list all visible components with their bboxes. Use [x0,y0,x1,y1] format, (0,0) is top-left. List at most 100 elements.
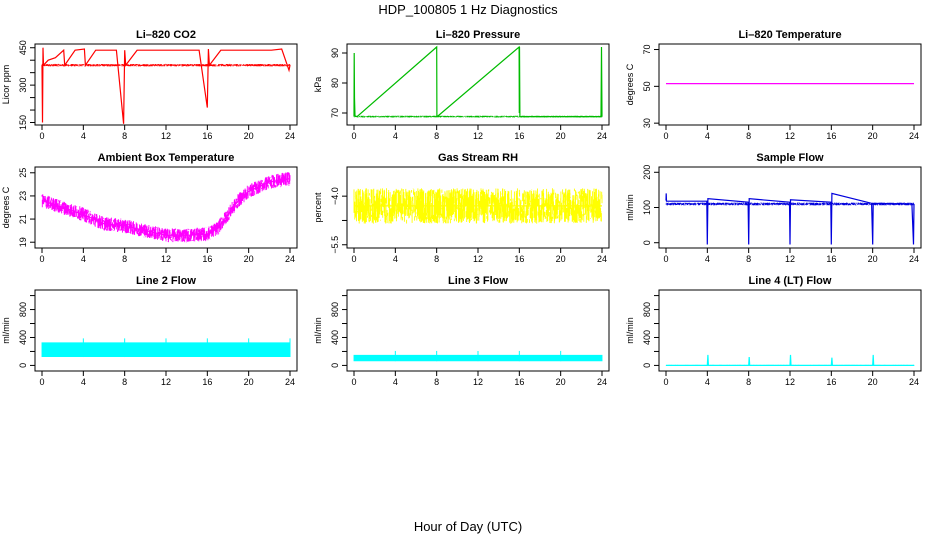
panel-title: Gas Stream RH [438,152,518,164]
panel-title: Line 2 Flow [136,275,196,287]
panel-0: Li–820 CO2 Licor ppm 0 4 8 12 16 20 24 150 300 450 [1,29,298,141]
panel-6: Line 2 Flow ml/min 0 4 8 12 16 20 24 0 400 800 [1,275,298,387]
panel-title: Line 4 (LT) Flow [749,275,832,287]
y-tick-label: 400 [18,330,28,345]
y-tick-label: 80 [330,78,340,88]
y-tick-label: 30 [642,118,652,128]
panel-ylabel: kPa [313,77,323,93]
x-tick-label: 16 [514,377,524,387]
x-tick-label: 0 [663,254,668,264]
x-tick-label: 12 [473,131,483,141]
x-tick-label: 4 [393,131,398,141]
panel-ylabel: ml/min [625,317,635,344]
x-tick-label: 20 [868,254,878,264]
figure-title: HDP_100805 1 Hz Diagnostics [378,2,558,17]
x-tick-label: 0 [663,131,668,141]
y-tick-label: 0 [330,363,340,368]
panel-frame [34,289,298,372]
x-tick-label: 20 [556,254,566,264]
y-tick-label: 0 [642,363,652,368]
y-tick-label: 0 [642,240,652,245]
x-tick-label: 8 [746,377,751,387]
series-noise [41,63,291,67]
x-tick-label: 0 [39,254,44,264]
x-tick-label: 4 [705,377,710,387]
x-tick-label: 4 [81,377,86,387]
data-series [665,354,915,366]
x-tick-label: 8 [434,254,439,264]
y-tick-label: −4.0 [330,187,340,205]
panel-frame [346,43,610,126]
x-tick-label: 16 [826,254,836,264]
series-line [665,192,915,245]
x-tick-label: 20 [556,377,566,387]
x-tick-label: 4 [705,131,710,141]
x-tick-label: 12 [161,377,171,387]
data-series [353,350,603,362]
y-tick-label: 150 [18,115,28,130]
y-tick-label: 300 [18,78,28,93]
x-tick-label: 12 [473,377,483,387]
panel-ylabel: percent [313,192,323,223]
x-tick-label: 12 [161,254,171,264]
x-tick-label: 20 [556,131,566,141]
y-tick-label: 19 [18,237,28,247]
y-tick-label: 70 [330,108,340,118]
panel-frame [34,43,298,126]
y-tick-label: 400 [330,330,340,345]
x-tick-label: 8 [122,254,127,264]
x-tick-label: 20 [244,131,254,141]
series-line [41,178,291,236]
x-tick-label: 20 [868,377,878,387]
panel-4: Gas Stream RH percent 0 4 8 12 16 20 24 −5.5 −4.0 [313,152,610,264]
x-tick-label: 12 [785,377,795,387]
y-tick-label: 25 [18,168,28,178]
series-line [41,47,291,124]
x-tick-label: 20 [244,254,254,264]
panel-ylabel: degrees C [625,63,635,105]
x-tick-label: 12 [785,131,795,141]
panel-2: Li–820 Temperature degrees C 0 4 8 12 16 20 24 30… [625,29,922,141]
x-tick-label: 24 [285,254,295,264]
panel-5: Sample Flow ml/min 0 4 8 12 16 20 24 0 100 200 [625,152,922,264]
panel-title: Li–820 Pressure [436,29,520,41]
panel-7: Line 3 Flow ml/min 0 4 8 12 16 20 24 0 400 800 [313,275,610,387]
x-tick-label: 4 [81,254,86,264]
panel-title: Li–820 Temperature [738,29,841,41]
x-tick-label: 0 [351,377,356,387]
x-tick-label: 4 [393,254,398,264]
y-tick-label: 21 [18,214,28,224]
panel-ylabel: degrees C [1,186,11,228]
panel-title: Line 3 Flow [448,275,508,287]
panel-ylabel: Licor ppm [1,65,11,105]
series-line [353,45,603,118]
x-tick-label: 8 [434,377,439,387]
panel-ylabel: ml/min [313,317,323,344]
x-tick-label: 16 [202,254,212,264]
x-tick-label: 20 [244,377,254,387]
x-tick-label: 24 [909,131,919,141]
y-tick-label: 200 [642,165,652,180]
y-tick-label: 400 [642,330,652,345]
panel-title: Li–820 CO2 [136,29,196,41]
panel-1: Li–820 Pressure kPa 0 4 8 12 16 20 24 70 80 90 [313,29,610,141]
x-tick-label: 16 [826,377,836,387]
y-tick-label: 90 [330,48,340,58]
x-tick-label: 8 [122,131,127,141]
panel-ylabel: ml/min [625,194,635,221]
y-tick-label: 800 [330,302,340,317]
series-line [666,354,914,366]
x-tick-label: 24 [597,131,607,141]
x-tick-label: 24 [909,254,919,264]
y-tick-label: 0 [18,363,28,368]
x-tick-label: 16 [202,377,212,387]
y-tick-label: 23 [18,191,28,201]
data-series [41,172,291,243]
x-tick-label: 16 [514,131,524,141]
x-tick-label: 8 [434,131,439,141]
x-tick-label: 16 [514,254,524,264]
x-tick-label: 4 [705,254,710,264]
data-series [665,192,915,245]
